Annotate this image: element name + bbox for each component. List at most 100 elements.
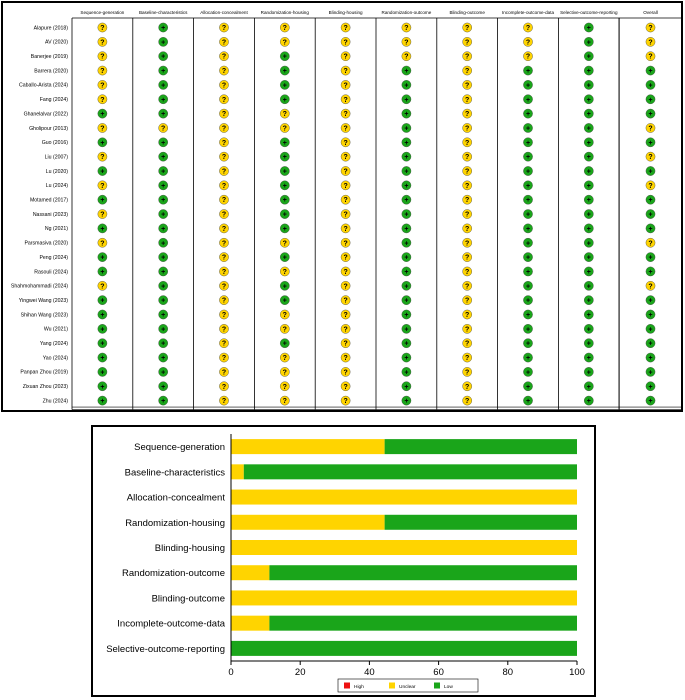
judgement-marker: [523, 51, 533, 62]
judgement-marker: [584, 338, 594, 349]
judgement-marker: [523, 108, 533, 119]
judgement-symbol: ?: [648, 183, 652, 190]
judgement-marker: [645, 223, 656, 234]
judgement-marker: [645, 324, 656, 334]
judgement-symbol: +: [526, 398, 530, 405]
judgement-symbol: +: [161, 341, 165, 348]
judgement-symbol: +: [526, 226, 530, 233]
judgement-marker: [401, 266, 412, 277]
judgement-marker: [219, 295, 229, 305]
judgement-marker: [462, 367, 473, 377]
judgement-symbol: +: [100, 226, 104, 233]
judgement-marker: [584, 37, 594, 47]
judgement-symbol: +: [587, 97, 591, 104]
bar-chart-svg: Sequence-generation Baseline-characterist…: [106, 434, 585, 693]
judgement-symbol: ?: [343, 355, 347, 362]
judgement-symbol: ?: [465, 240, 469, 247]
judgement-symbol: ?: [465, 111, 469, 118]
judgement-symbol: +: [100, 269, 104, 276]
category-label: Baseline-characteristics: [125, 467, 226, 478]
judgement-symbol: ?: [648, 283, 652, 290]
bar-segment-unclear: [231, 565, 270, 581]
judgement-marker: [401, 395, 412, 406]
judgement-marker: [645, 280, 656, 291]
judgement-symbol: ?: [343, 269, 347, 276]
judgement-marker: [523, 209, 533, 219]
judgement-symbol: +: [404, 97, 408, 104]
judgement-marker: [523, 266, 533, 277]
judgement-marker: [645, 309, 656, 320]
judgement-symbol: ?: [283, 39, 287, 46]
judgement-symbol: +: [587, 226, 591, 233]
judgement-marker: [219, 151, 229, 162]
judgement-symbol: +: [526, 169, 530, 176]
judgement-marker: [523, 80, 533, 90]
judgement-marker: [645, 108, 656, 119]
judgement-symbol: ?: [343, 341, 347, 348]
study-name: Wu (2021): [44, 327, 68, 333]
judgement-symbol: ?: [343, 97, 347, 104]
judgement-symbol: ?: [343, 169, 347, 176]
judgement-symbol: ?: [343, 54, 347, 61]
judgement-marker: [97, 137, 108, 148]
judgement-symbol: ?: [222, 398, 226, 405]
judgement-symbol: ?: [222, 169, 226, 176]
judgement-symbol: +: [283, 68, 287, 75]
judgement-symbol: +: [587, 25, 591, 32]
judgement-symbol: +: [100, 298, 104, 305]
judgement-symbol: ?: [404, 54, 408, 61]
judgement-symbol: ?: [648, 125, 652, 132]
judgement-marker: [462, 266, 473, 277]
column-header: Blinding-housing: [329, 10, 363, 15]
category-label: Allocation-concealment: [127, 493, 226, 504]
judgement-marker: [158, 80, 168, 90]
judgement-symbol: ?: [465, 255, 469, 262]
judgement-symbol: +: [648, 197, 652, 204]
column-header: Allocation-concealment: [200, 10, 248, 15]
category-label: Sequence-generation: [134, 442, 225, 453]
judgement-marker: [340, 37, 351, 47]
judgement-symbol: ?: [465, 140, 469, 147]
judgement-symbol: +: [161, 111, 165, 118]
judgement-marker: [219, 22, 229, 33]
judgement-marker: [219, 123, 229, 133]
judgement-marker: [523, 65, 533, 76]
judgement-symbol: ?: [648, 54, 652, 61]
judgement-marker: [340, 295, 351, 305]
judgement-marker: [219, 194, 229, 205]
judgement-symbol: ?: [404, 39, 408, 46]
judgement-symbol: ?: [283, 269, 287, 276]
judgement-symbol: +: [648, 269, 652, 276]
legend-box: [337, 678, 479, 693]
study-name: Yao (2024): [43, 355, 69, 361]
judgement-marker: [401, 123, 412, 133]
x-tick-label: 100: [569, 667, 585, 678]
judgement-marker: [584, 51, 594, 62]
judgement-symbol: ?: [343, 326, 347, 333]
judgement-marker: [158, 137, 168, 148]
judgement-symbol: +: [404, 341, 408, 348]
judgement-symbol: ?: [222, 226, 226, 233]
judgement-marker: [523, 137, 533, 148]
judgement-marker: [523, 180, 533, 191]
judgement-symbol: +: [648, 369, 652, 376]
judgement-symbol: +: [404, 369, 408, 376]
judgement-symbol: +: [283, 154, 287, 161]
judgement-symbol: ?: [222, 298, 226, 305]
judgement-marker: [584, 223, 594, 234]
judgement-symbol: ?: [222, 111, 226, 118]
judgement-symbol: +: [161, 39, 165, 46]
judgement-symbol: +: [404, 183, 408, 190]
judgement-symbol: +: [648, 355, 652, 362]
judgement-symbol: +: [587, 326, 591, 333]
x-tick-label: 0: [228, 667, 233, 678]
bar-segment-unclear: [231, 615, 270, 631]
judgement-marker: [158, 223, 168, 234]
judgement-symbol: +: [283, 54, 287, 61]
judgement-marker: [97, 151, 108, 162]
judgement-marker: [401, 51, 412, 62]
judgement-symbol: +: [161, 283, 165, 290]
judgement-marker: [279, 137, 290, 148]
judgement-marker: [401, 180, 412, 191]
judgement-marker: [584, 266, 594, 277]
